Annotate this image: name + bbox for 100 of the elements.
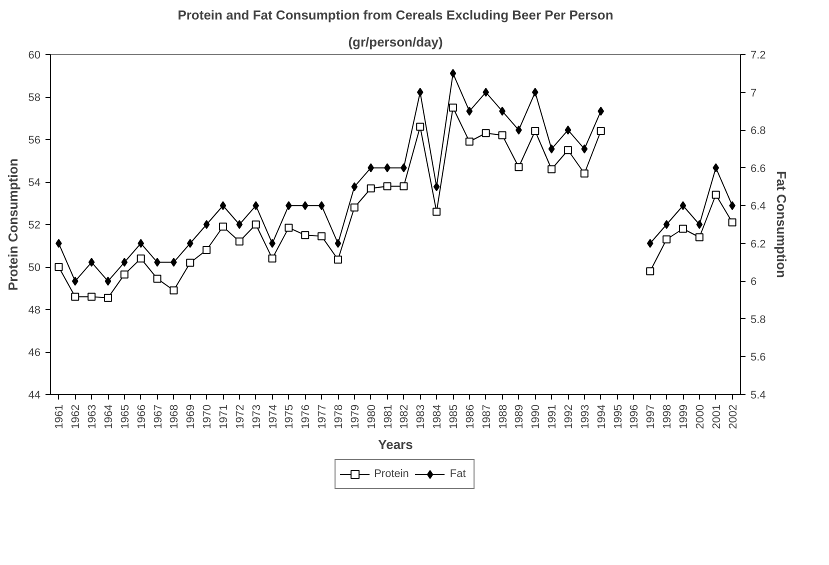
y2-tick-label: 6.8 (750, 125, 766, 138)
x-tick-label: 1994 (596, 404, 608, 429)
y-tick-label: 50 (28, 262, 41, 274)
x-tick-label: 1979 (349, 404, 362, 429)
point (482, 88, 490, 97)
point (712, 190, 720, 199)
y2-tick-label: 6.6 (750, 162, 766, 175)
x-tick-label: 1977 (316, 404, 329, 429)
x-tick-label: 1987 (480, 404, 493, 429)
x-tick-label: 1988 (497, 404, 510, 429)
point (400, 182, 408, 190)
point (235, 238, 244, 246)
point (679, 224, 687, 233)
x-tick-label: 1966 (136, 404, 148, 429)
point (580, 170, 588, 178)
y2-tick-label: 5.4 (750, 390, 766, 402)
x-tick-label: 1983 (415, 404, 428, 429)
y-tick-label: 48 (28, 304, 41, 316)
x-tick-label: 1962 (70, 404, 82, 429)
point (696, 220, 703, 229)
x-tick-label: 1996 (628, 404, 641, 429)
point (252, 201, 260, 210)
x-tick-label: 1991 (546, 404, 559, 429)
x-tick-label: 1995 (612, 404, 624, 429)
x-axis-title: Years (378, 436, 413, 452)
point (712, 163, 720, 172)
point (531, 127, 540, 135)
point (548, 165, 556, 174)
x-tick-label: 1990 (530, 404, 542, 429)
point (728, 218, 736, 226)
y2-tick-label: 6 (750, 276, 757, 288)
legend-label: Protein (374, 468, 409, 480)
x-tick-label: 1999 (678, 404, 690, 429)
point (466, 106, 473, 116)
x-tick-label: 1963 (86, 404, 99, 429)
point (351, 182, 358, 192)
point (646, 238, 654, 248)
point (663, 220, 670, 229)
point (498, 131, 506, 140)
x-tick-label: 1969 (185, 404, 198, 429)
x-tick-label: 2002 (727, 404, 740, 429)
y2-tick-label: 5.6 (750, 352, 766, 364)
point (104, 276, 112, 286)
point (136, 254, 145, 262)
point (284, 224, 293, 232)
point (432, 208, 441, 216)
point (680, 201, 686, 210)
point (695, 233, 704, 242)
point (302, 201, 308, 210)
point (252, 220, 260, 228)
point (450, 68, 456, 78)
y-axis-title: Protein Consumption (5, 158, 20, 291)
point (202, 246, 211, 254)
point (88, 258, 95, 267)
x-tick-label: 1965 (119, 404, 132, 429)
x-tick-label: 1989 (514, 404, 526, 429)
x-tick-label: 1967 (152, 404, 164, 429)
x-tick-label: 1998 (662, 404, 674, 429)
point (350, 204, 358, 212)
point (104, 294, 112, 302)
point (368, 163, 374, 172)
y-tick-label: 58 (28, 92, 41, 104)
point (72, 276, 78, 286)
point (54, 263, 63, 271)
y2-tick-label: 7 (750, 87, 757, 100)
x-tick-label: 1961 (54, 404, 66, 429)
point (449, 104, 457, 112)
x-tick-label: 1984 (432, 404, 444, 429)
point (482, 129, 490, 138)
point (514, 163, 523, 172)
x-tick-label: 1975 (284, 404, 296, 429)
point (662, 235, 671, 244)
point (433, 182, 440, 192)
x-tick-label: 1973 (250, 404, 263, 429)
point (416, 88, 424, 97)
point (598, 106, 604, 116)
y2-tick-label: 6.4 (750, 200, 766, 213)
point (120, 270, 128, 278)
y-tick-label: 46 (28, 347, 41, 359)
point (88, 292, 96, 301)
x-tick-label: 1993 (579, 404, 592, 429)
x-tick-label: 1992 (563, 404, 575, 429)
x-tick-label: 1997 (645, 404, 658, 429)
point (186, 258, 194, 267)
y2-tick-label: 7.2 (750, 50, 766, 62)
y-tick-label: 60 (28, 50, 41, 62)
point (532, 88, 538, 97)
x-tick-label: 1972 (234, 404, 246, 429)
point (236, 220, 243, 229)
y2-axis-title: Fat Consumption (774, 171, 789, 278)
x-tick-label: 1981 (382, 404, 394, 429)
y-tick-label: 54 (28, 177, 41, 189)
point (564, 126, 572, 135)
point (220, 201, 226, 210)
chart-subtitle: (gr/person/day) (348, 34, 443, 50)
x-tick-label: 1982 (398, 404, 411, 429)
point (138, 238, 144, 248)
point (334, 256, 342, 264)
y-tick-label: 44 (28, 390, 41, 402)
point (548, 144, 555, 154)
